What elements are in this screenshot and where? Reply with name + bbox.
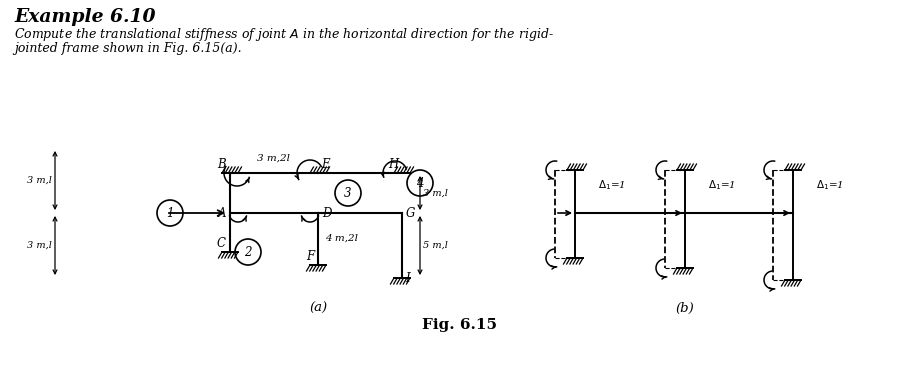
Text: 2: 2 [244, 245, 252, 258]
Text: $\Delta_1$=1: $\Delta_1$=1 [815, 178, 843, 192]
Text: jointed frame shown in Fig. 6.15(a).: jointed frame shown in Fig. 6.15(a). [14, 42, 242, 55]
Text: 3 m,l: 3 m,l [27, 241, 52, 250]
Text: 3 m,l: 3 m,l [27, 176, 52, 185]
Text: D: D [322, 207, 331, 220]
Text: B: B [217, 158, 226, 171]
Text: 4: 4 [415, 176, 424, 189]
Text: $\Delta_1$=1: $\Delta_1$=1 [597, 178, 625, 192]
Text: 3 m,2l: 3 m,2l [257, 154, 290, 163]
Text: G: G [405, 207, 414, 220]
Text: Example 6.10: Example 6.10 [14, 8, 155, 26]
Text: A: A [217, 207, 226, 220]
Text: $\Delta_1$=1: $\Delta_1$=1 [708, 178, 734, 192]
Text: (b): (b) [675, 301, 694, 314]
Text: E: E [321, 158, 329, 171]
Text: 4 m,2l: 4 m,2l [324, 234, 357, 243]
Text: 5 m,l: 5 m,l [423, 241, 448, 250]
Text: Fig. 6.15: Fig. 6.15 [422, 318, 497, 332]
Text: 3 m,l: 3 m,l [423, 189, 448, 198]
Text: Compute the translational stiffness of joint $A$ in the horizontal direction for: Compute the translational stiffness of j… [14, 26, 553, 43]
Text: C: C [217, 237, 226, 250]
Text: 3: 3 [344, 187, 351, 200]
Text: H: H [387, 158, 398, 171]
Text: I: I [404, 272, 409, 285]
Text: F: F [305, 250, 313, 263]
Text: (a): (a) [309, 301, 327, 314]
Text: 1: 1 [166, 207, 174, 220]
